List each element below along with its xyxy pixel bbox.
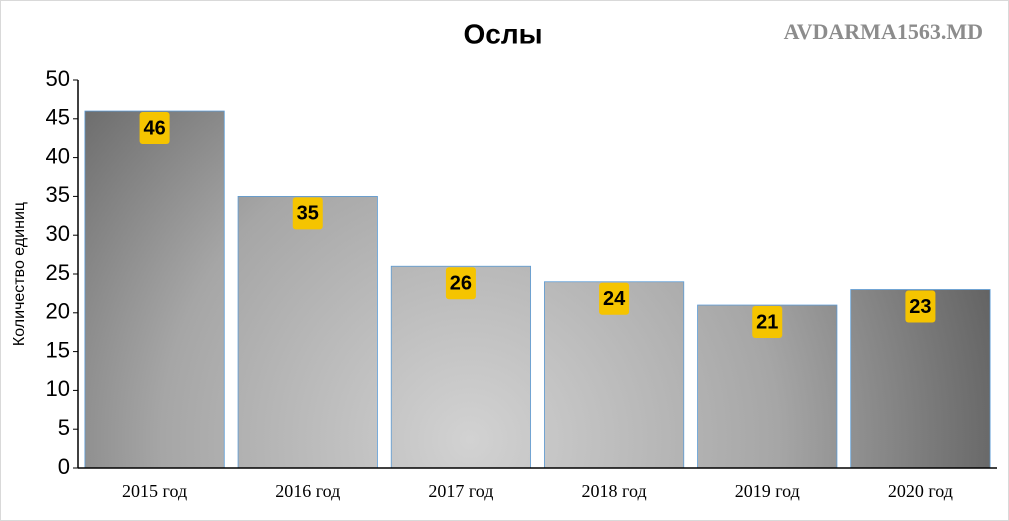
value-label: 26 [450, 273, 472, 295]
watermark: AVDARMA1563.MD [784, 19, 983, 44]
value-label-box [905, 290, 936, 323]
x-tick-label: 2015 год [122, 481, 187, 501]
value-label: 46 [143, 117, 165, 139]
y-tick-label: 0 [58, 454, 70, 479]
y-tick-label: 5 [58, 415, 70, 440]
value-label: 21 [756, 311, 778, 333]
x-tick-label: 2016 год [275, 481, 340, 501]
y-tick-label: 40 [46, 143, 70, 168]
y-tick-label: 20 [46, 299, 70, 324]
value-label: 23 [909, 296, 931, 318]
y-tick-label: 10 [46, 376, 70, 401]
value-label: 24 [603, 288, 626, 310]
y-tick-label: 25 [46, 260, 70, 285]
y-tick-label: 35 [46, 182, 70, 207]
value-label-box [139, 112, 170, 145]
bar [84, 110, 225, 469]
y-tick-label: 30 [46, 221, 70, 246]
x-tick-label: 2018 год [582, 481, 647, 501]
bar [237, 195, 378, 469]
x-tick-label: 2017 год [428, 481, 493, 501]
y-tick-label: 15 [46, 337, 70, 362]
x-tick-label: 2020 год [888, 481, 953, 501]
value-label-box [752, 306, 783, 339]
y-tick-label: 45 [46, 105, 70, 130]
x-tick-label: 2019 год [735, 481, 800, 501]
y-axis-label: Количество единиц [11, 202, 28, 346]
chart-title: Ослы [463, 18, 542, 49]
value-label-box [292, 197, 323, 230]
y-tick-label: 50 [46, 66, 70, 91]
value-label-box [599, 282, 630, 315]
value-label: 35 [297, 203, 319, 225]
value-label-box [445, 267, 476, 300]
